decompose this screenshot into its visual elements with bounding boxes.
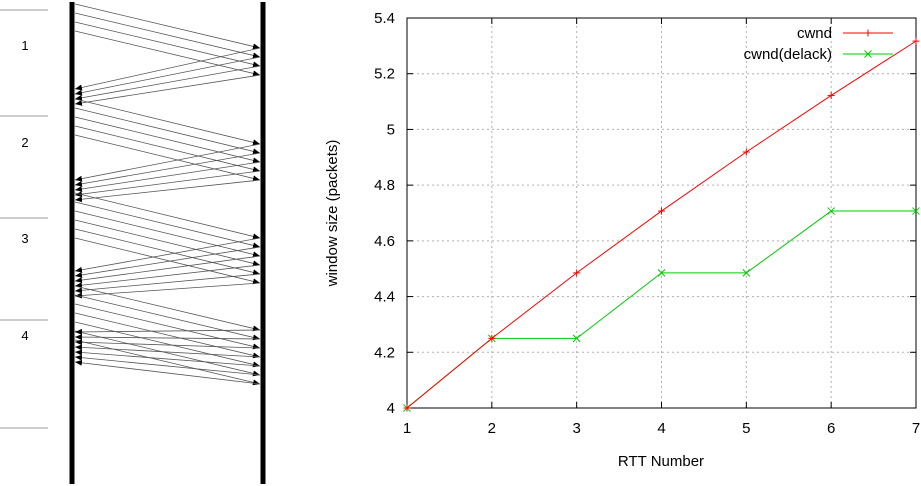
data-packet-arrow xyxy=(74,210,261,258)
ack-arrow xyxy=(74,334,261,341)
ack-arrow xyxy=(74,179,261,203)
data-point xyxy=(488,334,496,342)
data-packet-arrow xyxy=(74,134,261,182)
legend-label: cwnd(delack) xyxy=(744,46,832,63)
legend-label: cwnd xyxy=(797,25,832,42)
data-point xyxy=(403,404,411,412)
ack-arrow xyxy=(74,143,261,182)
x-tick-label: 2 xyxy=(488,420,496,437)
data-point xyxy=(912,207,920,215)
y-tick-label: 5.4 xyxy=(374,10,395,27)
y-tick-label: 5 xyxy=(387,121,395,138)
legend-item: cwnd(delack) xyxy=(744,46,893,63)
y-tick-label: 4.8 xyxy=(374,177,395,194)
ack-arrow xyxy=(74,339,261,349)
round-label: 4 xyxy=(21,328,28,343)
x-axis-label: RTT Number xyxy=(618,453,704,470)
ack-arrow xyxy=(74,273,261,294)
data-packet-arrow xyxy=(74,330,261,377)
round-separators xyxy=(0,9,48,429)
y-axis-label: window size (packets) xyxy=(324,140,341,288)
data-packet-arrow xyxy=(74,237,261,285)
legend-item: cwnd xyxy=(797,25,893,42)
data-point xyxy=(572,334,581,343)
ack-arrow xyxy=(74,170,261,198)
data-packet-arrow xyxy=(74,192,261,240)
series-cwnd-delack- xyxy=(403,207,920,412)
data-packet-arrow xyxy=(74,339,261,386)
y-tick-label: 4.4 xyxy=(374,289,395,306)
ack-arrow xyxy=(74,344,261,358)
y-tick-label: 5.2 xyxy=(374,66,395,83)
packet-timeline-diagram: 1 2 3 4 xyxy=(0,2,266,484)
data-point xyxy=(657,269,666,277)
packet-arrows xyxy=(74,3,261,386)
data-packet-arrow xyxy=(74,201,261,249)
ack-arrow xyxy=(74,328,261,335)
ack-arrow xyxy=(74,74,261,106)
ack-arrow xyxy=(74,282,261,299)
ack-arrow xyxy=(74,349,261,367)
ack-arrow xyxy=(74,264,261,289)
data-packet-arrow xyxy=(74,228,261,276)
data-point xyxy=(827,91,835,99)
data-packet-arrow xyxy=(74,116,261,164)
data-packet-arrow xyxy=(74,98,261,146)
y-axis-ticks: 4 4.2 4.4 4.6 4.8 5 5.2 5.4 xyxy=(374,10,916,417)
data-packet-arrow xyxy=(74,30,261,77)
x-tick-label: 5 xyxy=(742,420,750,437)
data-packet-arrow xyxy=(74,12,261,59)
legend-marker xyxy=(864,29,872,37)
data-packet-arrow xyxy=(74,3,261,50)
data-packet-arrow xyxy=(74,303,261,350)
data-point xyxy=(912,37,920,45)
ack-arrow xyxy=(74,246,261,278)
data-packet-arrow xyxy=(74,294,261,341)
data-point xyxy=(658,207,665,215)
chart-legend: cwnd cwnd(delack) xyxy=(744,25,893,63)
y-tick-label: 4 xyxy=(387,400,395,417)
round-labels: 1 2 3 4 xyxy=(21,38,28,343)
ack-arrow xyxy=(74,354,261,376)
series-cwnd xyxy=(403,37,920,412)
plot-frame xyxy=(406,17,917,409)
data-packet-arrow xyxy=(74,21,261,68)
ack-arrow xyxy=(74,152,261,187)
x-tick-label: 4 xyxy=(657,420,665,437)
x-tick-label: 1 xyxy=(403,420,411,437)
data-packet-arrow xyxy=(74,219,261,267)
y-tick-label: 4.2 xyxy=(374,344,395,361)
data-packet-arrow xyxy=(74,285,261,332)
data-packet-arrow xyxy=(74,321,261,368)
data-packet-arrow xyxy=(74,107,261,155)
round-label: 1 xyxy=(21,38,28,53)
ack-arrow xyxy=(74,47,261,91)
data-point xyxy=(573,269,581,277)
ack-arrow xyxy=(74,65,261,101)
data-point xyxy=(742,269,751,277)
x-tick-label: 7 xyxy=(912,420,920,437)
data-packet-arrow xyxy=(74,125,261,173)
x-tick-label: 6 xyxy=(827,420,835,437)
ack-arrow xyxy=(74,237,261,273)
data-packet-arrow xyxy=(74,312,261,359)
round-label: 2 xyxy=(21,135,28,150)
y-tick-label: 4.6 xyxy=(374,233,395,250)
ack-arrow xyxy=(74,359,261,385)
ack-arrow xyxy=(74,56,261,96)
data-point xyxy=(827,207,836,215)
round-label: 3 xyxy=(21,231,28,246)
chart-series xyxy=(403,37,920,412)
x-axis-ticks: 1 2 3 4 5 6 7 xyxy=(403,18,920,437)
x-tick-label: 3 xyxy=(572,420,580,437)
legend-marker xyxy=(864,50,872,58)
ack-arrow xyxy=(74,255,261,284)
ack-arrow xyxy=(74,161,261,192)
data-point xyxy=(742,148,750,156)
